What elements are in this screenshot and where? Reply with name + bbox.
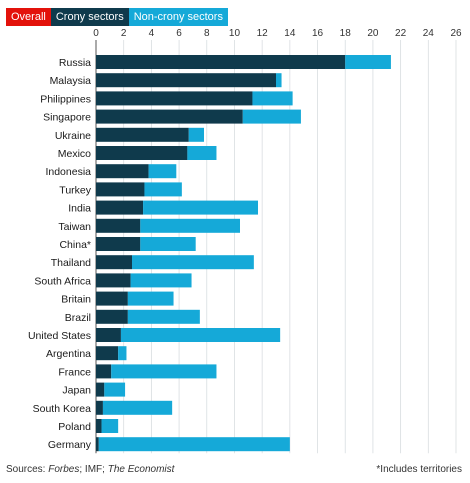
bar-noncrony-18 xyxy=(104,382,126,397)
bar-noncrony-6 xyxy=(148,164,177,179)
bar-noncrony-20 xyxy=(101,419,119,433)
bar-noncrony-13 xyxy=(127,291,174,306)
bar-crony-15 xyxy=(96,328,121,342)
category-label-13: Britain xyxy=(61,294,91,306)
tick-label-2: 4 xyxy=(149,28,155,39)
category-label-11: Thailand xyxy=(51,257,91,269)
tick-label-13: 26 xyxy=(450,28,462,39)
tab-overall[interactable]: Overall xyxy=(6,8,51,26)
tick-label-6: 12 xyxy=(257,28,269,39)
tick-label-12: 24 xyxy=(423,28,435,39)
tick-label-3: 6 xyxy=(176,28,182,39)
bar-crony-1 xyxy=(96,73,276,88)
category-label-0: Russia xyxy=(59,57,91,69)
category-label-6: Indonesia xyxy=(45,166,91,178)
bar-noncrony-7 xyxy=(144,182,182,197)
tab-crony-sectors[interactable]: Crony sectors xyxy=(50,8,129,26)
bar-noncrony-12 xyxy=(130,273,192,288)
tick-label-11: 22 xyxy=(395,28,407,39)
category-label-8: India xyxy=(68,203,91,215)
category-label-1: Malaysia xyxy=(50,75,92,87)
category-label-15: United States xyxy=(28,330,91,342)
source-forbes: Forbes xyxy=(48,464,80,475)
tick-label-9: 18 xyxy=(340,28,352,39)
territories-note: *Includes territories xyxy=(376,464,462,475)
tick-label-10: 20 xyxy=(367,28,379,39)
category-label-16: Argentina xyxy=(46,348,91,360)
category-label-19: South Korea xyxy=(33,403,92,415)
tab-non-crony-sectors[interactable]: Non-crony sectors xyxy=(128,8,228,26)
bar-crony-20 xyxy=(96,419,102,433)
bar-crony-10 xyxy=(96,237,141,251)
category-label-21: Germany xyxy=(48,439,92,451)
category-label-5: Mexico xyxy=(58,148,91,160)
category-label-9: Taiwan xyxy=(58,221,91,233)
category-label-3: Singapore xyxy=(43,112,91,124)
category-label-7: Turkey xyxy=(59,184,91,196)
bar-crony-7 xyxy=(96,182,145,197)
bar-noncrony-5 xyxy=(187,146,217,160)
bar-noncrony-1 xyxy=(276,73,282,88)
bar-noncrony-4 xyxy=(188,127,204,142)
bar-crony-0 xyxy=(96,55,346,69)
category-label-4: Ukraine xyxy=(55,130,91,142)
bar-crony-21 xyxy=(96,437,99,452)
bar-noncrony-14 xyxy=(127,309,200,324)
bar-noncrony-9 xyxy=(140,218,240,233)
bar-noncrony-15 xyxy=(120,328,281,342)
bar-crony-19 xyxy=(96,400,103,415)
series-tabs: Overall Crony sectors Non-crony sectors xyxy=(6,8,228,26)
bar-crony-4 xyxy=(96,127,189,142)
bar-crony-14 xyxy=(96,309,128,324)
bar-crony-12 xyxy=(96,273,131,288)
bar-crony-17 xyxy=(96,364,112,379)
category-label-20: Poland xyxy=(58,421,91,433)
bar-noncrony-2 xyxy=(252,91,293,106)
bar-crony-11 xyxy=(96,255,132,270)
sources-prefix: Sources: xyxy=(6,464,49,475)
tick-label-4: 8 xyxy=(204,28,210,39)
tick-label-5: 10 xyxy=(229,28,241,39)
bar-crony-16 xyxy=(96,346,119,361)
category-label-2: Philippines xyxy=(40,93,91,105)
bar-crony-6 xyxy=(96,164,149,179)
bar-noncrony-17 xyxy=(111,364,217,379)
tick-label-7: 14 xyxy=(284,28,296,39)
bar-noncrony-3 xyxy=(242,109,301,124)
sources-note: Sources: Forbes; IMF; The Economist xyxy=(6,464,174,475)
category-label-17: France xyxy=(58,366,91,378)
bar-crony-9 xyxy=(96,218,141,233)
tick-label-8: 16 xyxy=(312,28,324,39)
tick-label-1: 2 xyxy=(121,28,127,39)
source-economist: The Economist xyxy=(107,464,175,475)
bar-noncrony-11 xyxy=(132,255,254,270)
bar-noncrony-16 xyxy=(118,346,127,361)
bar-crony-8 xyxy=(96,200,144,215)
bar-noncrony-8 xyxy=(143,200,258,215)
bar-crony-3 xyxy=(96,109,243,124)
category-label-10: China* xyxy=(59,239,91,251)
bar-crony-2 xyxy=(96,91,253,106)
bar-crony-18 xyxy=(96,382,105,397)
bar-noncrony-19 xyxy=(102,400,173,415)
bar-crony-5 xyxy=(96,146,188,160)
bar-noncrony-0 xyxy=(345,55,391,69)
category-label-12: South Africa xyxy=(34,275,91,287)
source-separator: ; IMF; xyxy=(79,464,108,475)
bar-noncrony-21 xyxy=(98,437,290,452)
category-label-14: Brazil xyxy=(65,312,91,324)
bar-noncrony-10 xyxy=(140,237,196,251)
stacked-bar-chart: 0 2 4 6 8 10 12 14 16 18 20 22 24 26RussiaMalaysiaPhi… xyxy=(28,28,462,454)
category-label-18: Japan xyxy=(62,385,91,397)
tick-label-0: 0 xyxy=(93,28,99,39)
bar-crony-13 xyxy=(96,291,128,306)
